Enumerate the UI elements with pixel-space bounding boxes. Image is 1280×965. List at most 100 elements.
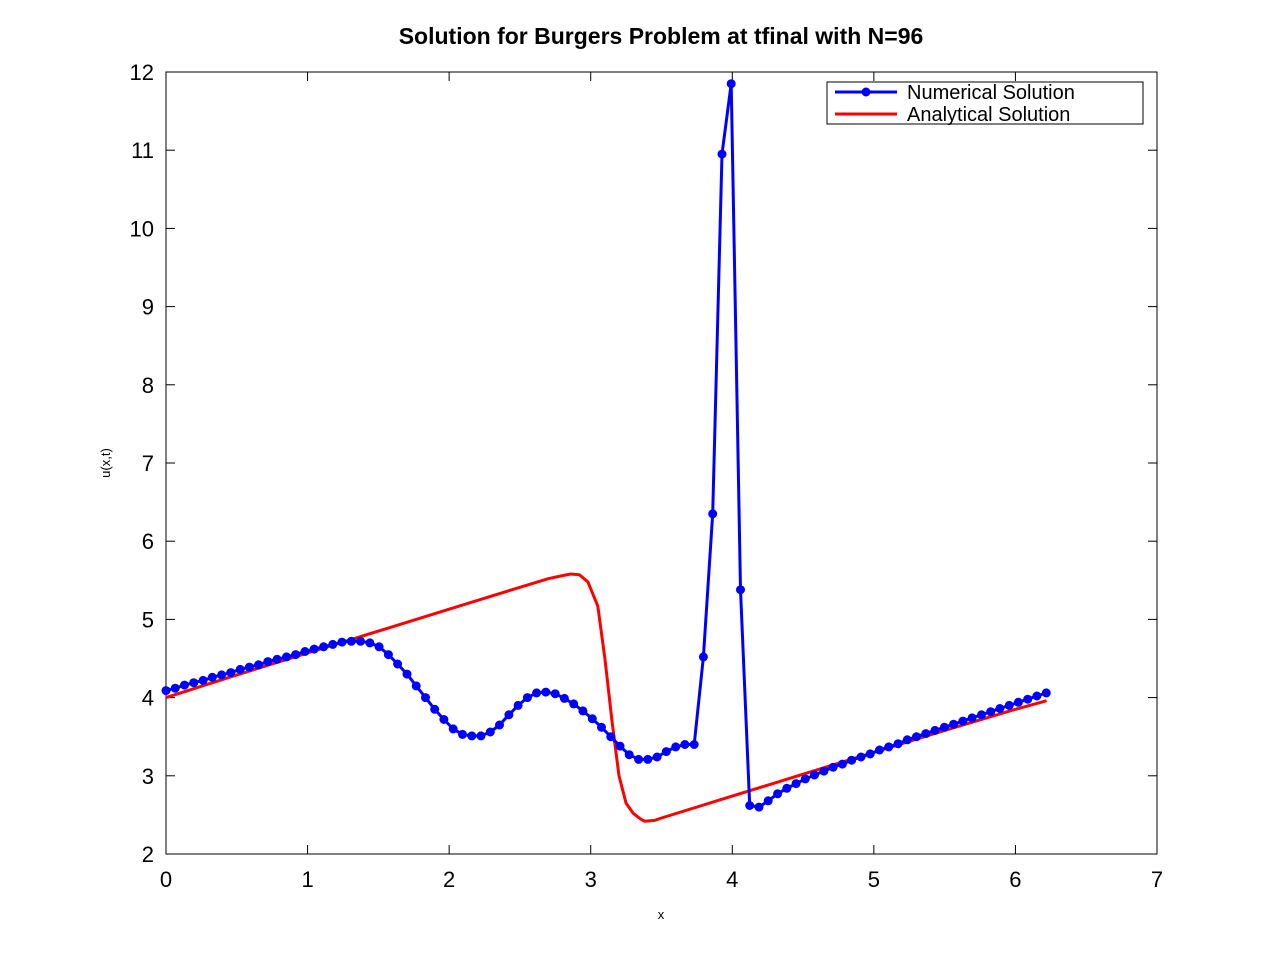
data-point-numerical-solution [607,733,615,741]
data-point-numerical-solution [866,750,874,758]
data-point-numerical-solution [496,721,504,729]
data-point-numerical-solution [227,669,235,677]
y-tick-label: 5 [142,607,154,632]
data-point-numerical-solution [560,694,568,702]
x-axis-label: x [658,907,665,922]
data-point-numerical-solution [264,658,272,666]
data-point-numerical-solution [403,670,411,678]
data-point-numerical-solution [662,748,670,756]
x-tick-label: 5 [868,867,880,892]
data-point-numerical-solution [440,716,448,724]
data-point-numerical-solution [162,687,170,695]
data-point-numerical-solution [699,653,707,661]
data-point-numerical-solution [681,741,689,749]
data-point-numerical-solution [171,684,179,692]
data-point-numerical-solution [755,803,763,811]
data-point-numerical-solution [644,755,652,763]
data-point-numerical-solution [468,732,476,740]
data-point-numerical-solution [301,648,309,656]
data-point-numerical-solution [236,665,244,673]
data-point-numerical-solution [931,726,939,734]
data-point-numerical-solution [829,763,837,771]
data-point-numerical-solution [709,510,717,518]
data-point-numerical-solution [764,797,772,805]
data-point-numerical-solution [329,640,337,648]
data-point-numerical-solution [598,723,606,731]
y-tick-label: 12 [130,60,154,85]
legend: Numerical Solution Analytical Solution [827,82,1143,126]
data-point-numerical-solution [801,775,809,783]
data-point-numerical-solution [208,673,216,681]
y-tick-label: 8 [142,373,154,398]
y-tick-label: 9 [142,295,154,320]
data-point-numerical-solution [876,746,884,754]
data-point-numerical-solution [727,80,735,88]
data-point-numerical-solution [940,723,948,731]
data-point-numerical-solution [394,660,402,668]
data-point-numerical-solution [255,661,263,669]
data-point-numerical-solution [431,705,439,713]
legend-label-numerical: Numerical Solution [907,82,1075,104]
data-point-numerical-solution [1014,698,1022,706]
data-point-numerical-solution [486,728,494,736]
x-tick-label: 4 [726,867,738,892]
data-point-numerical-solution [783,784,791,792]
data-point-numerical-solution [903,736,911,744]
data-point-numerical-solution [774,790,782,798]
legend-marker-numerical [862,88,870,96]
data-point-numerical-solution [551,690,559,698]
data-point-numerical-solution [449,725,457,733]
data-point-numerical-solution [347,637,355,645]
data-point-numerical-solution [384,651,392,659]
data-point-numerical-solution [718,150,726,158]
data-point-numerical-solution [570,700,578,708]
y-tick-label: 6 [142,529,154,554]
data-point-numerical-solution [950,720,958,728]
data-point-numerical-solution [792,780,800,788]
data-point-numerical-solution [523,694,531,702]
y-tick-label: 10 [130,216,154,241]
series-line-numerical-solution [166,84,1046,807]
x-tick-label: 6 [1009,867,1021,892]
data-point-numerical-solution [542,688,550,696]
x-tick-label: 1 [301,867,313,892]
data-point-numerical-solution [737,586,745,594]
data-point-numerical-solution [459,730,467,738]
data-point-numerical-solution [848,756,856,764]
data-point-numerical-solution [505,711,513,719]
y-tick-label: 7 [142,451,154,476]
data-point-numerical-solution [690,741,698,749]
x-tick-label: 0 [160,867,172,892]
data-point-numerical-solution [366,639,374,647]
data-point-numerical-solution [857,753,865,761]
data-point-numerical-solution [653,753,661,761]
data-point-numerical-solution [422,694,430,702]
data-point-numerical-solution [579,707,587,715]
x-tick-label: 3 [585,867,597,892]
y-tick-label: 11 [131,138,154,163]
data-point-numerical-solution [533,689,541,697]
data-point-numerical-solution [375,643,383,651]
data-point-numerical-solution [218,671,226,679]
data-point-numerical-solution [811,771,819,779]
axes-frame [166,72,1157,854]
series-line-analytical-solution [166,574,1047,821]
x-tick-label: 7 [1151,867,1163,892]
data-point-numerical-solution [635,755,643,763]
data-point-numerical-solution [616,742,624,750]
data-point-numerical-solution [273,655,281,663]
data-point-numerical-solution [1024,695,1032,703]
data-point-numerical-solution [338,638,346,646]
data-point-numerical-solution [978,711,986,719]
data-point-numerical-solution [181,681,189,689]
y-tick-label: 3 [142,764,154,789]
data-point-numerical-solution [996,705,1004,713]
data-point-numerical-solution [320,643,328,651]
data-point-numerical-solution [283,653,291,661]
data-point-numerical-solution [588,715,596,723]
data-point-numerical-solution [1042,689,1050,697]
data-point-numerical-solution [838,760,846,768]
